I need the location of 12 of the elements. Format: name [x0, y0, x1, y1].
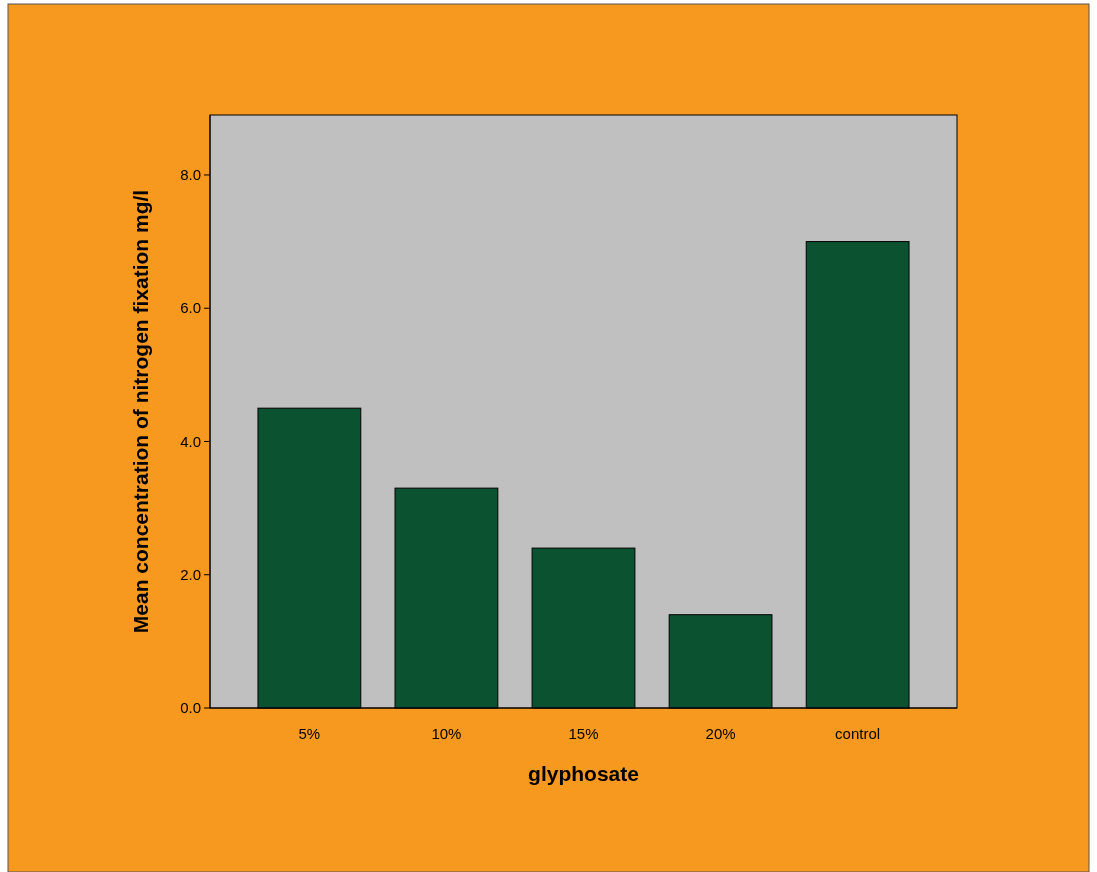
y-tick-label: 4.0: [180, 432, 201, 450]
y-axis-title: Mean concentration of nitrogen fixation mg/l: [129, 189, 152, 634]
x-tick-label: 10%: [431, 725, 462, 742]
x-tick-label: 15%: [568, 725, 599, 742]
y-tick-label: 8.0: [180, 166, 201, 184]
y-tick-label: 0.0: [180, 699, 201, 717]
x-axis-title: glyphosate: [528, 762, 639, 785]
y-tick-label: 2.0: [180, 565, 201, 583]
y-tick-label: 6.0: [180, 299, 201, 317]
x-tick-label: 5%: [298, 725, 321, 742]
x-tick-label: 20%: [705, 725, 736, 742]
x-tick-label: control: [835, 725, 881, 742]
